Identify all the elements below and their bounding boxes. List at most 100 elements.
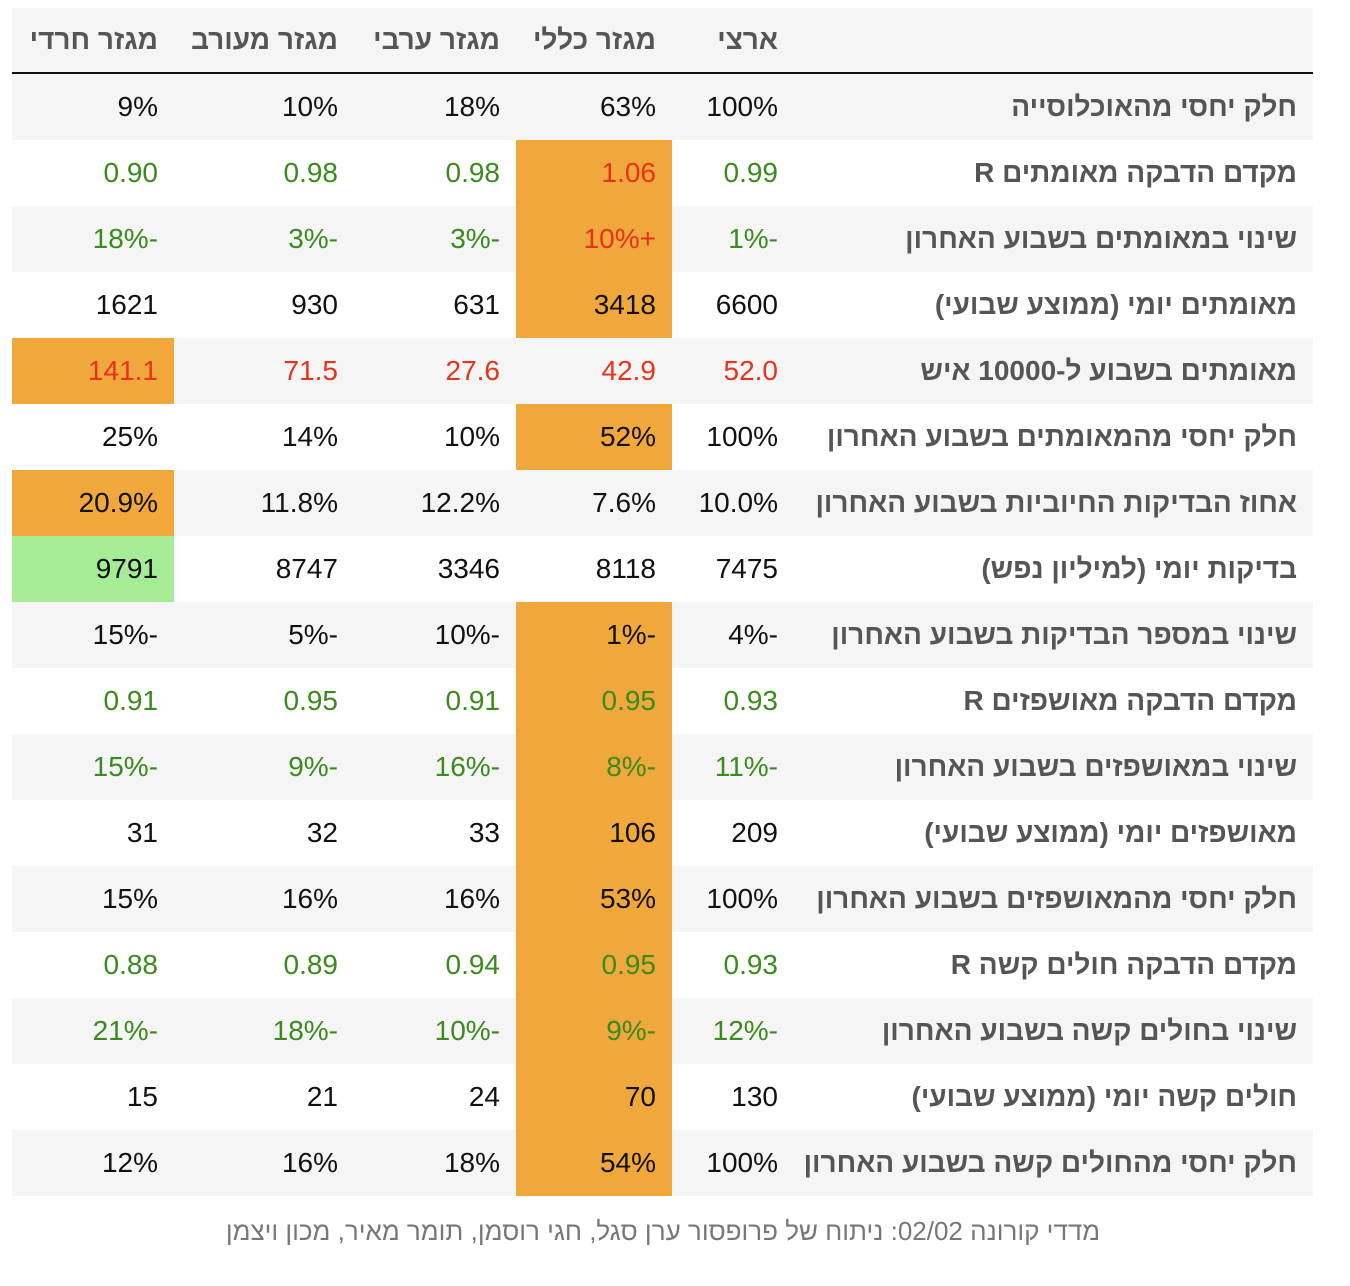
table-cell: 7475 xyxy=(672,536,794,602)
table-row: חולים קשה יומי (ממוצע שבועי) 130 70 24 21 15 xyxy=(12,1064,1313,1130)
table-cell: 27.6 xyxy=(354,338,516,404)
table-cell: 631 xyxy=(354,272,516,338)
table-cell: 100% xyxy=(672,866,794,932)
row-label: חלק יחסי מהאוכלוסייה xyxy=(794,73,1313,140)
table-cell: -21% xyxy=(12,998,174,1064)
table-row: שינוי בחולים קשה בשבוע האחרון -12% -9% -10%… xyxy=(12,998,1313,1064)
table-cell: -10% xyxy=(354,602,516,668)
table-cell: 52% xyxy=(516,404,672,470)
row-label: מאומתים בשבוע ל-10000 איש xyxy=(794,338,1313,404)
table-cell: 42.9 xyxy=(516,338,672,404)
table-cell: 16% xyxy=(354,866,516,932)
caption: מדדי קורונה 02/02: ניתוח של פרופסור ערן … xyxy=(225,1216,1101,1246)
table-cell: 0.88 xyxy=(12,932,174,998)
table-cell: 1621 xyxy=(12,272,174,338)
table-cell: 20.9% xyxy=(12,470,174,536)
table-row: מקדם הדבקה מאומתים R 0.99 1.06 0.98 0.98 0.90 xyxy=(12,140,1313,206)
table-cell: 71.5 xyxy=(174,338,354,404)
row-label: מאושפזים יומי (ממוצע שבועי) xyxy=(794,800,1313,866)
row-label: מקדם הדבקה חולים קשה R xyxy=(794,932,1313,998)
table-cell: 100% xyxy=(672,73,794,140)
table-cell: 0.90 xyxy=(12,140,174,206)
table-cell: -12% xyxy=(672,998,794,1064)
table-cell: -16% xyxy=(354,734,516,800)
table-cell: 11.8% xyxy=(174,470,354,536)
table-cell: -8% xyxy=(516,734,672,800)
row-label: שינוי בחולים קשה בשבוע האחרון xyxy=(794,998,1313,1064)
row-label: מאומתים יומי (ממוצע שבועי) xyxy=(794,272,1313,338)
table-cell: -1% xyxy=(516,602,672,668)
row-label: חולים קשה יומי (ממוצע שבועי) xyxy=(794,1064,1313,1130)
table-cell: 53% xyxy=(516,866,672,932)
table-cell: 130 xyxy=(672,1064,794,1130)
table-cell: 106 xyxy=(516,800,672,866)
table-cell: 3418 xyxy=(516,272,672,338)
table-cell: 52.0 xyxy=(672,338,794,404)
table-cell: -18% xyxy=(12,206,174,272)
table-cell: 9791 xyxy=(12,536,174,602)
table-row: אחוז הבדיקות החיוביות בשבוע האחרון 10.0% 7… xyxy=(12,470,1313,536)
table-cell: 10% xyxy=(174,73,354,140)
table-cell: 18% xyxy=(354,73,516,140)
table-cell: 32 xyxy=(174,800,354,866)
row-label: אחוז הבדיקות החיוביות בשבוע האחרון xyxy=(794,470,1313,536)
table-cell: 0.94 xyxy=(354,932,516,998)
table-cell: -5% xyxy=(174,602,354,668)
table-row: בדיקות יומי (למיליון נפש) 7475 8118 3346 874… xyxy=(12,536,1313,602)
row-label: מקדם הדבקה מאושפזים R xyxy=(794,668,1313,734)
table-cell: 0.95 xyxy=(516,668,672,734)
table-cell: 12% xyxy=(12,1130,174,1196)
table-cell: -18% xyxy=(174,998,354,1064)
table-cell: 21 xyxy=(174,1064,354,1130)
table-cell: 70 xyxy=(516,1064,672,1130)
table-row: מקדם הדבקה מאושפזים R 0.93 0.95 0.91 0.95 0.9… xyxy=(12,668,1313,734)
table-cell: 15% xyxy=(12,866,174,932)
row-label: בדיקות יומי (למיליון נפש) xyxy=(794,536,1313,602)
column-header: מגזר מעורב xyxy=(174,8,354,74)
table-cell: 0.91 xyxy=(354,668,516,734)
table-cell: 0.95 xyxy=(516,932,672,998)
table-cell: 10.0% xyxy=(672,470,794,536)
table-row: חלק יחסי מהחולים קשה בשבוע האחרון 100% 54%… xyxy=(12,1130,1313,1196)
table-cell: 31 xyxy=(12,800,174,866)
table-cell: 63% xyxy=(516,73,672,140)
table-cell: 100% xyxy=(672,1130,794,1196)
table-row: מאומתים יומי (ממוצע שבועי) 6600 3418 631 930… xyxy=(12,272,1313,338)
table-cell: 0.98 xyxy=(174,140,354,206)
table-cell: 24 xyxy=(354,1064,516,1130)
table-cell: 10% xyxy=(354,404,516,470)
table-cell: 0.91 xyxy=(12,668,174,734)
table-cell: -1% xyxy=(672,206,794,272)
table-cell: 0.93 xyxy=(672,668,794,734)
table-cell: 25% xyxy=(12,404,174,470)
table-cell: 0.95 xyxy=(174,668,354,734)
table-body: חלק יחסי מהאוכלוסייה 100% 63% 18% 10% 9% מקדם … xyxy=(12,73,1313,1196)
table-cell: 16% xyxy=(174,1130,354,1196)
table-cell: -10% xyxy=(354,998,516,1064)
table-cell: 18% xyxy=(354,1130,516,1196)
row-label: שינוי במספר הבדיקות בשבוע האחרון xyxy=(794,602,1313,668)
table-cell: 0.93 xyxy=(672,932,794,998)
table-cell: 7.6% xyxy=(516,470,672,536)
table-cell: 8118 xyxy=(516,536,672,602)
table-cell: -3% xyxy=(174,206,354,272)
table-cell: 0.98 xyxy=(354,140,516,206)
header-corner xyxy=(794,8,1313,74)
table-cell: -9% xyxy=(174,734,354,800)
table-cell: -4% xyxy=(672,602,794,668)
row-label: מקדם הדבקה מאומתים R xyxy=(794,140,1313,206)
table-cell: -15% xyxy=(12,602,174,668)
table-cell: 6600 xyxy=(672,272,794,338)
data-table: ארצי מגזר כללי מגזר ערבי מגזר מעורב מגזר חרד… xyxy=(12,8,1313,1196)
table-cell: 16% xyxy=(174,866,354,932)
header-row: ארצי מגזר כללי מגזר ערבי מגזר מעורב מגזר חרד… xyxy=(12,8,1313,74)
table-cell: 0.89 xyxy=(174,932,354,998)
row-label: שינוי במאושפזים בשבוע האחרון xyxy=(794,734,1313,800)
table-row: מקדם הדבקה חולים קשה R 0.93 0.95 0.94 0.89 0.… xyxy=(12,932,1313,998)
table-row: שינוי במספר הבדיקות בשבוע האחרון -4% -1% -1… xyxy=(12,602,1313,668)
column-header: מגזר ערבי xyxy=(354,8,516,74)
table-cell: 12.2% xyxy=(354,470,516,536)
row-label: חלק יחסי מהמאושפזים בשבוע האחרון xyxy=(794,866,1313,932)
row-label: חלק יחסי מהחולים קשה בשבוע האחרון xyxy=(794,1130,1313,1196)
